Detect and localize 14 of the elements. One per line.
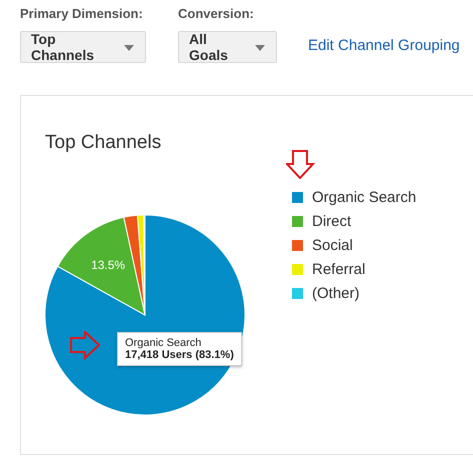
- data-label: 13.5%: [91, 258, 126, 272]
- text: Primary Dimension:: [20, 6, 143, 21]
- text: Organic Search: [125, 337, 202, 349]
- text: Top Channels: [31, 31, 96, 63]
- text: All Goals: [189, 31, 229, 63]
- legend-label: Social: [312, 236, 353, 254]
- text: 17,418 Users (83.1%): [125, 349, 234, 361]
- text: Conversion:: [178, 6, 254, 21]
- legend-label: Direct: [312, 212, 352, 230]
- text: Edit Channel Grouping: [308, 37, 460, 54]
- chart-title: Top Channels: [45, 132, 162, 154]
- legend-label: (Other): [312, 284, 360, 302]
- legend-label: Referral: [312, 260, 366, 278]
- legend-label: Organic Search: [312, 188, 416, 206]
